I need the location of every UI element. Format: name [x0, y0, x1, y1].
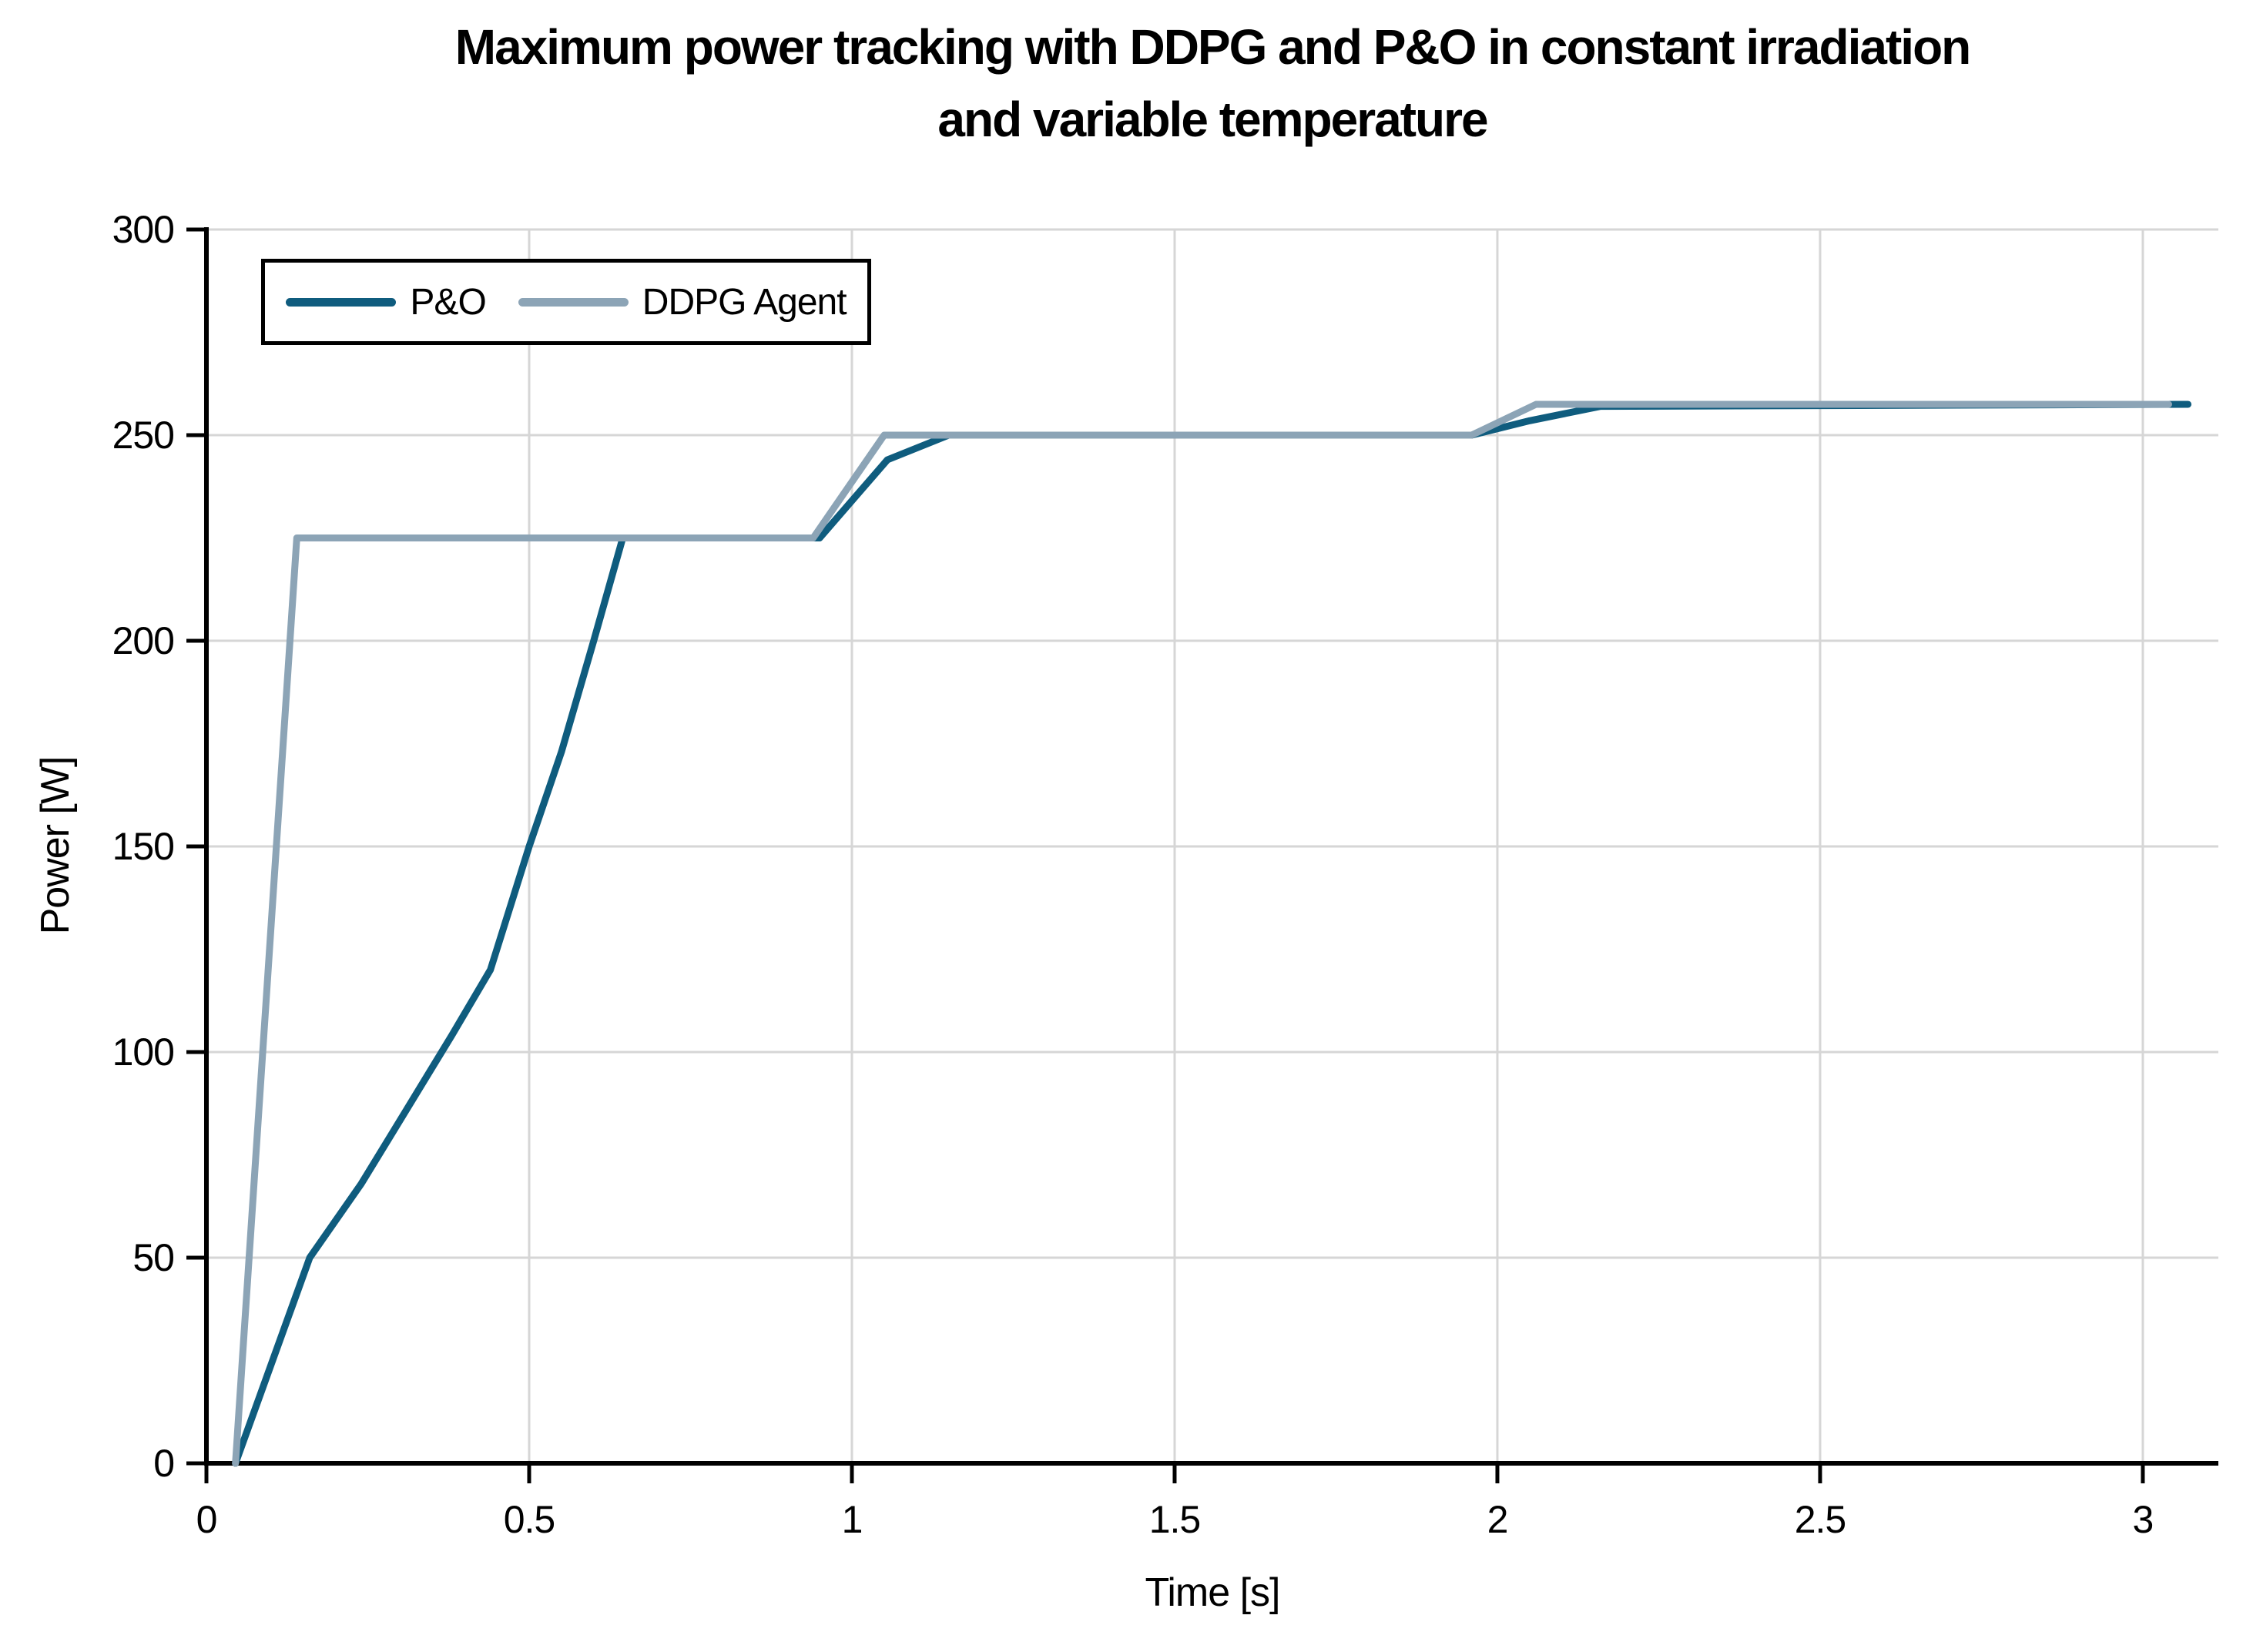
y-tick-label: 50	[132, 1236, 174, 1279]
chart-title: Maximum power tracking with DDPG and P&O…	[206, 11, 2218, 156]
x-tick-label: 2.5	[1795, 1498, 1846, 1541]
legend-swatch-icon	[286, 297, 397, 307]
y-tick-label: 150	[112, 825, 174, 868]
x-tick-label: 0.5	[504, 1498, 555, 1541]
y-axis-title: Power [W]	[33, 756, 78, 935]
series-line-ddpg-agent	[232, 400, 2172, 1467]
chart-title-line-2: and variable temperature	[937, 92, 1488, 147]
series-line-p-o	[232, 400, 2192, 1467]
y-tick-label: 100	[112, 1030, 174, 1074]
legend-item-ddpg-agent: DDPG Agent	[518, 281, 847, 323]
y-tick-label: 200	[112, 619, 174, 662]
y-tick-label: 250	[112, 414, 174, 457]
legend-label: P&O	[410, 281, 486, 323]
y-tick-label: 0	[153, 1442, 174, 1485]
y-tick-label: 300	[112, 208, 174, 251]
x-tick-label: 1	[842, 1498, 863, 1541]
x-tick-label: 0	[196, 1498, 217, 1541]
x-tick-label: 2	[1487, 1498, 1508, 1541]
legend-label: DDPG Agent	[642, 281, 847, 323]
chart-title-line-1: Maximum power tracking with DDPG and P&O…	[454, 19, 1972, 75]
legend-item-p-o: P&O	[286, 281, 487, 323]
legend-swatch-icon	[518, 297, 629, 307]
legend: P&O DDPG Agent	[261, 259, 871, 345]
x-tick-label: 1.5	[1149, 1498, 1201, 1541]
x-tick-label: 3	[2133, 1498, 2154, 1541]
x-axis-title: Time [s]	[1145, 1570, 1281, 1615]
